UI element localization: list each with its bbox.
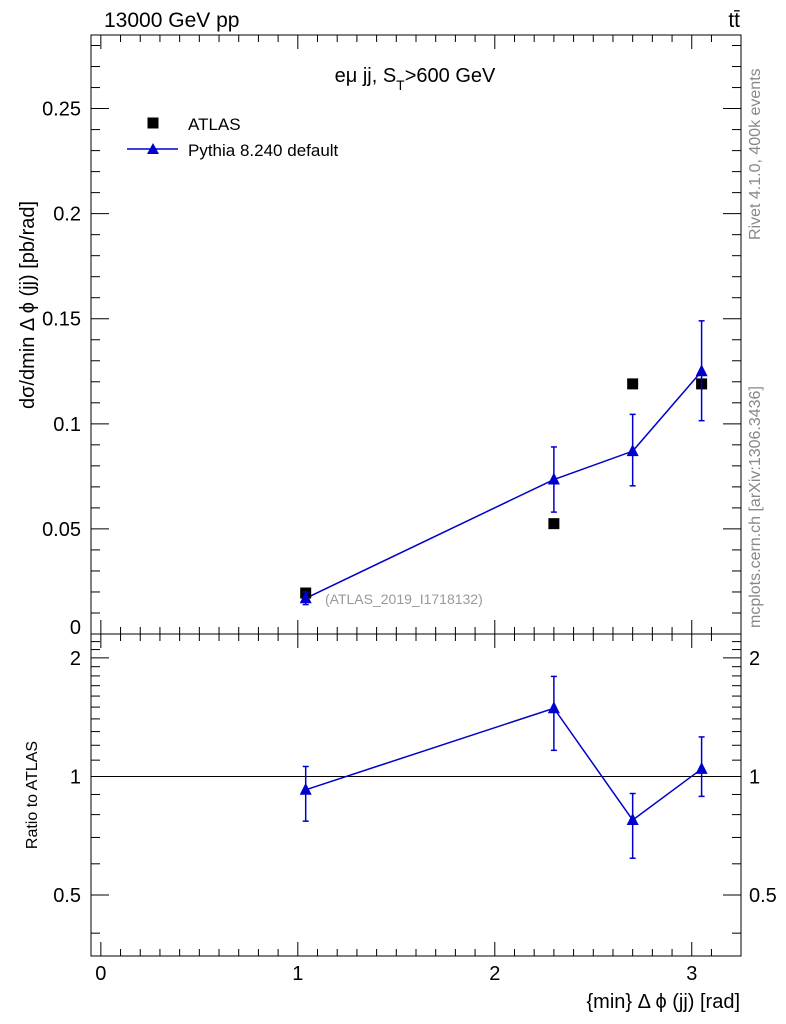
ratio-point bbox=[695, 761, 708, 774]
pythia-line bbox=[305, 370, 703, 599]
pythia-point bbox=[626, 444, 639, 457]
header-left: 13000 GeV pp bbox=[104, 9, 239, 32]
pythia-point bbox=[299, 591, 312, 604]
x-tick-label: 2 bbox=[489, 963, 500, 985]
atlas-point bbox=[627, 378, 639, 390]
atlas-point bbox=[548, 518, 560, 530]
y-tick-label: 0.5 bbox=[53, 885, 81, 907]
y-tick-label: 0.05 bbox=[42, 519, 81, 541]
x-tick-label: 1 bbox=[292, 963, 303, 985]
ratio-panel: 0.5 0.5 1 1 2 2 0 1 2 3 Ratio to ATLAS {min} Δ ϕ… bbox=[24, 633, 777, 1013]
legend: ATLAS Pythia 8.240 default bbox=[127, 115, 339, 160]
legend-label-atlas: ATLAS bbox=[188, 115, 241, 134]
ratio-line bbox=[305, 707, 703, 822]
side-text-bottom: mcplots.cern.ch [arXiv:1306.3436] bbox=[747, 386, 764, 628]
ratio-point bbox=[299, 782, 312, 795]
analysis-annotation: (ATLAS_2019_I1718132) bbox=[325, 591, 483, 607]
legend-label-pythia: Pythia 8.240 default bbox=[188, 141, 339, 160]
y-tick-label-right: 0.5 bbox=[749, 885, 777, 907]
y-tick-label-right: 2 bbox=[749, 648, 760, 670]
ratio-point bbox=[547, 701, 560, 714]
x-axis-label: {min} Δ ϕ (jj) [rad] bbox=[587, 991, 741, 1013]
pythia-point bbox=[547, 472, 560, 485]
y-tick-label: 1 bbox=[70, 766, 81, 788]
ratio-ylabel: Ratio to ATLAS bbox=[24, 741, 41, 849]
ratio-point bbox=[626, 813, 639, 826]
y-tick-label: 0 bbox=[70, 617, 81, 639]
ratio-frame bbox=[90, 633, 742, 957]
y-tick-label: 0.2 bbox=[53, 204, 81, 226]
y-tick-label: 0.15 bbox=[42, 309, 81, 331]
header-right: tt̄ bbox=[728, 9, 740, 32]
ratio-x-ticks: 0 1 2 3 bbox=[95, 634, 712, 985]
ratio-series bbox=[299, 675, 708, 859]
legend-marker-pythia bbox=[147, 143, 159, 154]
main-title: eμ jj, ST>600 GeV bbox=[335, 65, 496, 93]
ratio-y-ticks: 0.5 0.5 1 1 2 2 bbox=[53, 641, 777, 934]
pythia-point bbox=[695, 364, 708, 377]
x-tick-label: 3 bbox=[686, 963, 697, 985]
y-tick-label: 0.25 bbox=[42, 99, 81, 121]
y-tick-label-right: 1 bbox=[749, 766, 760, 788]
side-text-top: Rivet 4.1.0, 400k events bbox=[747, 68, 764, 240]
y-tick-label: 0.1 bbox=[53, 414, 81, 436]
legend-marker-atlas bbox=[147, 117, 159, 129]
x-tick-label: 0 bbox=[95, 963, 106, 985]
main-ylabel: dσ/dmin Δ ϕ (jj) [pb/rad] bbox=[17, 201, 39, 409]
main-panel: 0 0.05 0.1 0.15 0.2 0.25 eμ jj, ST>600 GeV dσ… bbox=[17, 34, 742, 639]
main-y-ticks: 0 0.05 0.1 0.15 0.2 0.25 bbox=[42, 45, 741, 639]
main-series bbox=[299, 320, 708, 606]
y-tick-label: 2 bbox=[70, 648, 81, 670]
main-x-ticks bbox=[100, 35, 712, 634]
